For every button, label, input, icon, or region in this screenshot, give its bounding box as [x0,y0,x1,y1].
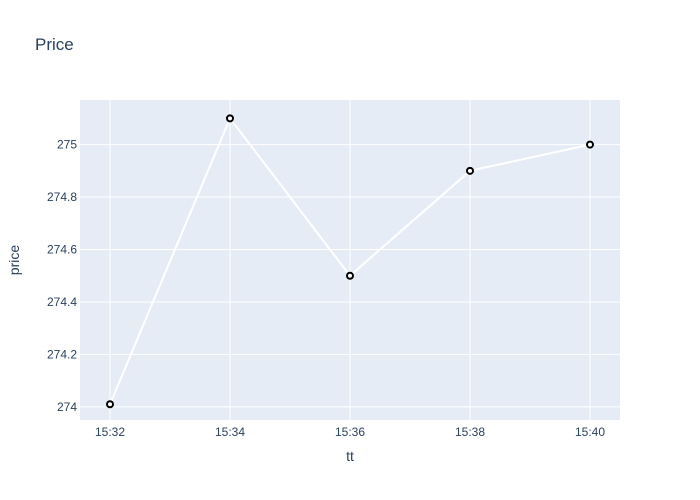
y-tick-label: 274.4 [47,295,77,309]
y-tick-label: 274.8 [47,190,77,204]
x-axis-title: tt [346,448,354,464]
data-point [106,400,114,409]
series-layer [106,114,594,409]
y-axis-title: price [6,245,22,276]
data-point [346,271,354,280]
y-tick-labels: 274 274.2 274.4 274.6 274.8 275 [47,138,77,414]
x-tick-label: 15:34 [215,425,245,439]
y-tick-label: 274.6 [47,243,77,257]
data-point [586,140,594,149]
data-point [226,114,234,123]
x-tick-label: 15:36 [335,425,365,439]
chart-title: Price [35,35,74,54]
x-tick-label: 15:38 [455,425,485,439]
x-gridlines [109,100,591,420]
x-tick-labels: 15:32 15:34 15:36 15:38 15:40 [95,425,605,439]
data-point [466,166,474,175]
x-tick-label: 15:40 [575,425,605,439]
y-gridlines [80,144,620,408]
y-tick-label: 274 [57,400,77,414]
y-tick-label: 274.2 [47,347,77,361]
x-tick-label: 15:32 [95,425,125,439]
y-tick-label: 275 [57,138,77,152]
